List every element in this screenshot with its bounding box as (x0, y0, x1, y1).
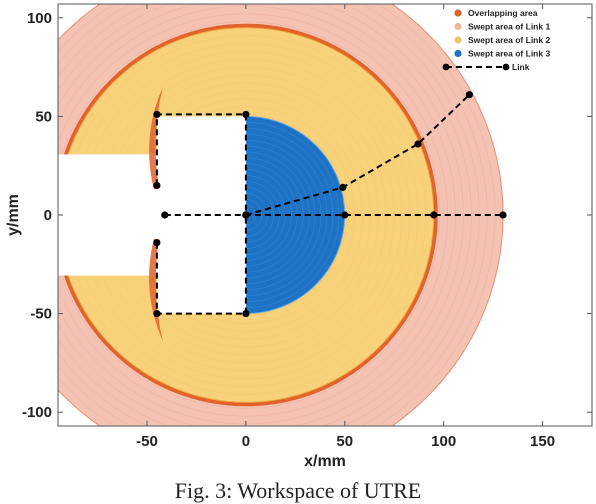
link-line (155, 113, 247, 215)
legend: Overlapping area Swept area of Link 1 Swep… (442, 8, 550, 72)
link-joint-point (430, 211, 438, 219)
workspace-chart: -50 0 50 100 150 -100 -50 0 50 100 x/mm y/mm Over… (5, 3, 593, 470)
link-joint-point (414, 140, 422, 148)
link-joint-point (153, 309, 161, 318)
link-joint-point (153, 239, 161, 247)
legend-entry: Overlapping area (468, 8, 538, 18)
y-tick-label: -50 (30, 306, 52, 323)
legend-entry: Swept area of Link 1 (468, 22, 550, 32)
y-tick-label: 50 (35, 108, 52, 125)
x-tick-label: 100 (431, 433, 456, 450)
link-line (155, 215, 247, 315)
x-tick-label: 50 (336, 433, 353, 450)
y-tick-label: 0 (44, 207, 52, 224)
link-joint-point (499, 211, 507, 219)
legend-entry: Swept area of Link 3 (468, 49, 550, 59)
link-lines (153, 91, 507, 318)
link-joint-point (153, 110, 161, 119)
overlap-crescent-lower (149, 238, 163, 342)
left-gap-cutout (58, 154, 159, 276)
axis-ticks: -50 0 50 100 150 -100 -50 0 50 100 (22, 4, 592, 450)
base-cutout (156, 116, 246, 314)
x-tick-label: 0 (242, 433, 250, 450)
figure-caption: Fig. 3: Workspace of UTRE (174, 478, 422, 503)
x-tick-label: -50 (136, 433, 158, 450)
legend-marker (454, 9, 462, 17)
link-line (245, 93, 471, 216)
link-joint-point (465, 91, 473, 99)
link-joint-point (341, 211, 349, 219)
link3-sweep-ring (245, 199, 262, 231)
legend-marker (454, 36, 462, 44)
legend-marker (502, 63, 510, 71)
x-axis-label: x/mm (304, 453, 346, 470)
link-joint-point (339, 183, 347, 191)
link1-sweep-ring (58, 4, 464, 426)
link-joint-point (242, 309, 250, 318)
legend-marker (454, 49, 462, 58)
swept-regions (58, 4, 504, 426)
overlap-crescent-upper (149, 86, 163, 190)
link-joint-point (153, 181, 161, 190)
link1-sweep-ring (58, 4, 472, 426)
link-joint-point (242, 211, 250, 219)
y-tick-label: 100 (27, 10, 52, 27)
y-tick-label: -100 (22, 404, 52, 421)
y-axis-label: y/mm (5, 194, 22, 236)
legend-entry: Swept area of Link 2 (468, 35, 550, 45)
link-joint-point (242, 110, 250, 119)
legend-marker (454, 22, 462, 31)
link-joint-point (161, 211, 169, 219)
legend-entry: Link (512, 62, 530, 72)
x-tick-label: 150 (530, 433, 555, 450)
legend-marker (442, 63, 450, 71)
